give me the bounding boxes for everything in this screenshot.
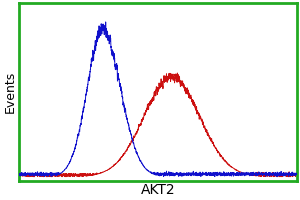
Y-axis label: Events: Events xyxy=(4,71,16,113)
X-axis label: AKT2: AKT2 xyxy=(141,183,175,197)
